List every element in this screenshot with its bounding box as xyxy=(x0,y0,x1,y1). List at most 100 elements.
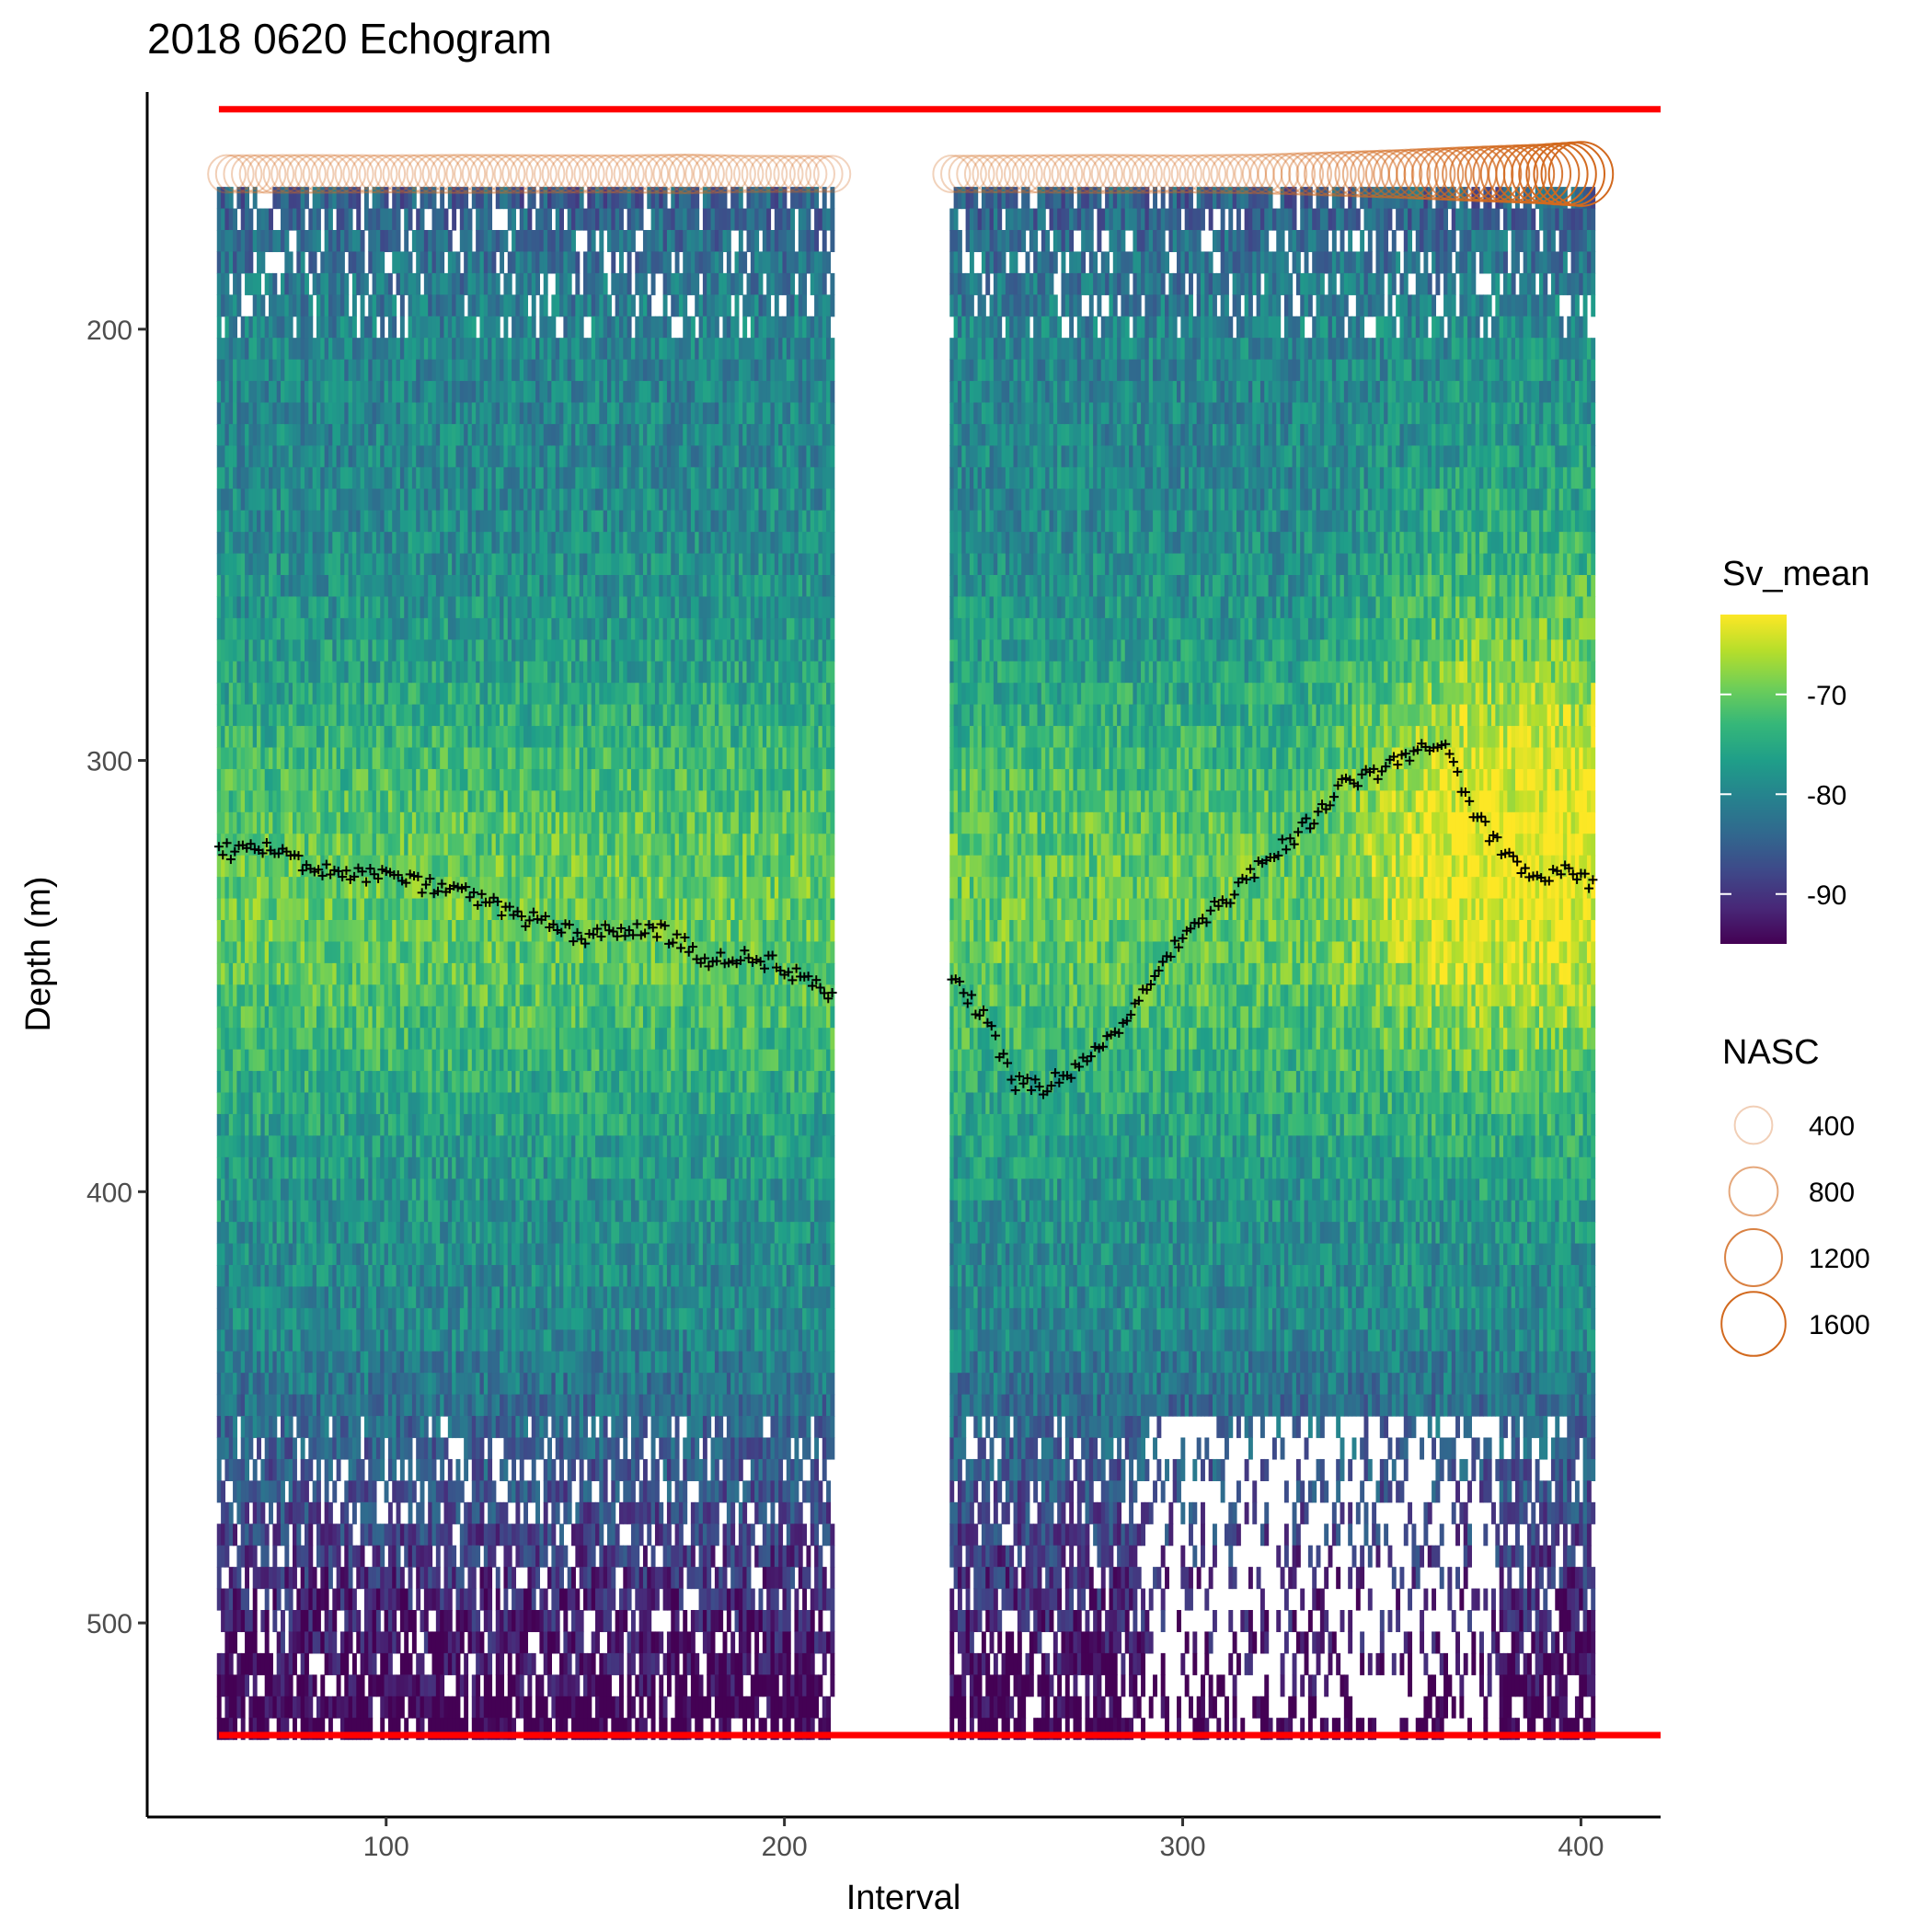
heatmap-cell xyxy=(252,811,258,834)
heatmap-cell xyxy=(455,1351,461,1374)
heatmap-cell xyxy=(240,790,246,813)
heatmap-cell xyxy=(443,532,449,555)
heatmap-cell xyxy=(471,984,477,1007)
heatmap-cell xyxy=(245,230,249,253)
heatmap-cell xyxy=(384,683,389,706)
heatmap-cell xyxy=(479,1113,485,1136)
heatmap-cell xyxy=(304,1696,309,1719)
heatmap-cell xyxy=(248,1113,254,1136)
heatmap-cell xyxy=(276,187,282,210)
heatmap-cell xyxy=(495,639,500,662)
heatmap-cell xyxy=(276,1135,282,1158)
heatmap-cell xyxy=(440,1588,445,1611)
heatmap-cell xyxy=(507,1696,512,1719)
heatmap-cell xyxy=(240,768,246,791)
heatmap-cell xyxy=(396,272,401,295)
heatmap-cell xyxy=(507,1652,512,1675)
heatmap-cell xyxy=(228,208,234,231)
heatmap-cell xyxy=(228,1416,234,1439)
heatmap-cell xyxy=(479,639,485,662)
heatmap-cell xyxy=(276,1652,282,1675)
heatmap-cell xyxy=(431,1458,437,1481)
heatmap-cell xyxy=(387,359,393,382)
heatmap-cell xyxy=(257,1156,261,1179)
heatmap-cell xyxy=(471,1071,477,1094)
heatmap-cell xyxy=(368,510,374,533)
heatmap-cell xyxy=(375,1222,381,1245)
heatmap-cell xyxy=(316,1222,321,1245)
heatmap-cell xyxy=(300,187,305,210)
heatmap-cell xyxy=(500,489,505,512)
heatmap-cell xyxy=(308,1437,314,1460)
heatmap-cell xyxy=(368,489,374,512)
heatmap-cell xyxy=(380,1006,385,1029)
heatmap-cell xyxy=(363,1394,369,1417)
heatmap-cell xyxy=(428,1049,433,1072)
heatmap-cell xyxy=(348,230,353,253)
heatmap-cell xyxy=(384,1113,389,1136)
heatmap-cell xyxy=(428,338,433,361)
heatmap-cell xyxy=(332,1652,338,1675)
heatmap-cell xyxy=(491,1329,497,1352)
heatmap-cell xyxy=(344,445,350,468)
heatmap-cell xyxy=(284,768,290,791)
heatmap-cell xyxy=(252,1135,258,1158)
heatmap-cell xyxy=(308,1071,314,1094)
heatmap-cell xyxy=(443,726,449,749)
heatmap-cell xyxy=(404,1480,409,1503)
heatmap-cell xyxy=(272,1567,278,1590)
heatmap-cell xyxy=(224,1307,230,1330)
heatmap-cell xyxy=(384,1243,389,1266)
heatmap-cell xyxy=(431,1092,437,1115)
heatmap-cell xyxy=(452,316,457,339)
heatmap-cell xyxy=(284,1416,290,1439)
heatmap-cell xyxy=(300,1222,305,1245)
heatmap-cell xyxy=(404,423,409,446)
heatmap-cell xyxy=(264,1049,270,1072)
heatmap-cell xyxy=(479,1416,485,1439)
heatmap-cell xyxy=(304,1351,309,1374)
heatmap-cell xyxy=(447,1156,453,1179)
heatmap-cell xyxy=(404,553,409,576)
heatmap-cell xyxy=(435,510,441,533)
heatmap-cell xyxy=(363,1501,369,1524)
heatmap-cell xyxy=(240,704,246,727)
heatmap-cell xyxy=(316,1049,321,1072)
heatmap-cell xyxy=(276,294,282,317)
heatmap-cell xyxy=(308,338,314,361)
heatmap-cell xyxy=(372,747,377,770)
heatmap-cell xyxy=(420,1458,425,1481)
heatmap-cell xyxy=(312,811,317,834)
heatmap-cell xyxy=(228,575,234,598)
heatmap-cell xyxy=(471,272,477,295)
heatmap-cell xyxy=(491,1545,497,1568)
heatmap-cell xyxy=(296,1373,302,1396)
heatmap-cell xyxy=(312,1307,317,1330)
heatmap-cell xyxy=(392,575,397,598)
heatmap-cell xyxy=(328,1718,333,1741)
heatmap-cell xyxy=(324,532,329,555)
heatmap-cell xyxy=(375,294,381,317)
heatmap-cell xyxy=(316,1458,321,1481)
heatmap-cell xyxy=(368,1156,374,1179)
heatmap-cell xyxy=(411,1135,417,1158)
heatmap-cell xyxy=(360,683,365,706)
heatmap-cell xyxy=(272,1135,278,1158)
heatmap-cell xyxy=(464,1610,469,1633)
heatmap-cell xyxy=(264,230,270,253)
heatmap-cell xyxy=(399,187,405,210)
heatmap-cell xyxy=(396,1286,401,1309)
heatmap-cell xyxy=(248,1200,254,1223)
heatmap-cell xyxy=(228,466,234,489)
heatmap-cell xyxy=(375,617,381,640)
heatmap-cell xyxy=(257,1567,261,1590)
heatmap-cell xyxy=(500,1652,505,1675)
heatmap-cell xyxy=(431,920,437,943)
heatmap-cell xyxy=(300,596,305,619)
heatmap-cell xyxy=(221,1437,226,1460)
heatmap-cell xyxy=(363,272,369,295)
heatmap-cell xyxy=(467,1545,473,1568)
heatmap-cell xyxy=(428,941,433,964)
heatmap-cell xyxy=(363,338,369,361)
heatmap-cell xyxy=(507,1373,512,1396)
